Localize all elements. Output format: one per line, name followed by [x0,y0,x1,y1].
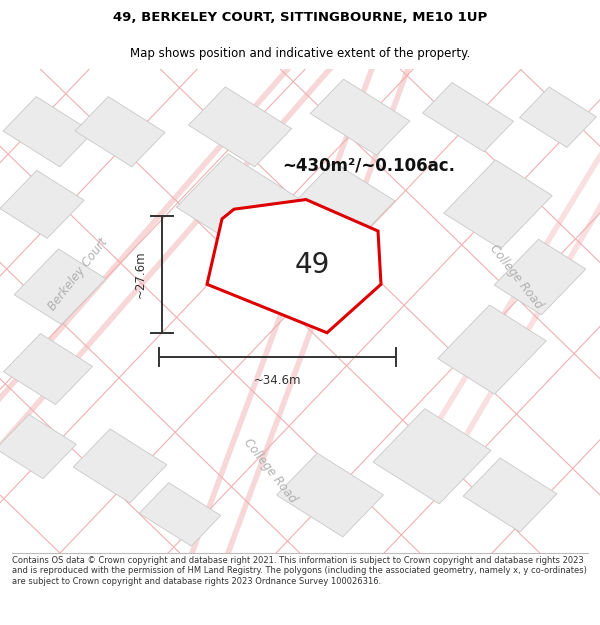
Polygon shape [139,482,221,546]
Polygon shape [277,453,383,537]
Polygon shape [438,305,546,394]
Text: ~430m²/~0.106ac.: ~430m²/~0.106ac. [282,157,455,174]
Polygon shape [73,429,167,503]
Text: 49: 49 [295,251,329,279]
Polygon shape [289,162,395,247]
Text: College Road: College Road [487,242,545,312]
Text: Berkeley Court: Berkeley Court [46,236,110,313]
Polygon shape [373,409,491,504]
Text: ~34.6m: ~34.6m [254,374,301,387]
Polygon shape [310,79,410,155]
Polygon shape [176,154,304,255]
Polygon shape [3,97,93,167]
Polygon shape [494,239,586,315]
Polygon shape [207,199,381,332]
Polygon shape [444,160,552,249]
Polygon shape [422,82,514,152]
Polygon shape [520,87,596,148]
Polygon shape [0,414,76,479]
Polygon shape [0,171,84,238]
Polygon shape [188,87,292,167]
Polygon shape [14,249,106,324]
Text: 49, BERKELEY COURT, SITTINGBOURNE, ME10 1UP: 49, BERKELEY COURT, SITTINGBOURNE, ME10 … [113,11,487,24]
Polygon shape [4,334,92,404]
Text: ~27.6m: ~27.6m [134,251,147,298]
Text: Map shows position and indicative extent of the property.: Map shows position and indicative extent… [130,48,470,61]
Polygon shape [75,97,165,167]
Text: College Road: College Road [241,436,299,506]
Polygon shape [463,458,557,532]
Text: Contains OS data © Crown copyright and database right 2021. This information is : Contains OS data © Crown copyright and d… [12,556,587,586]
